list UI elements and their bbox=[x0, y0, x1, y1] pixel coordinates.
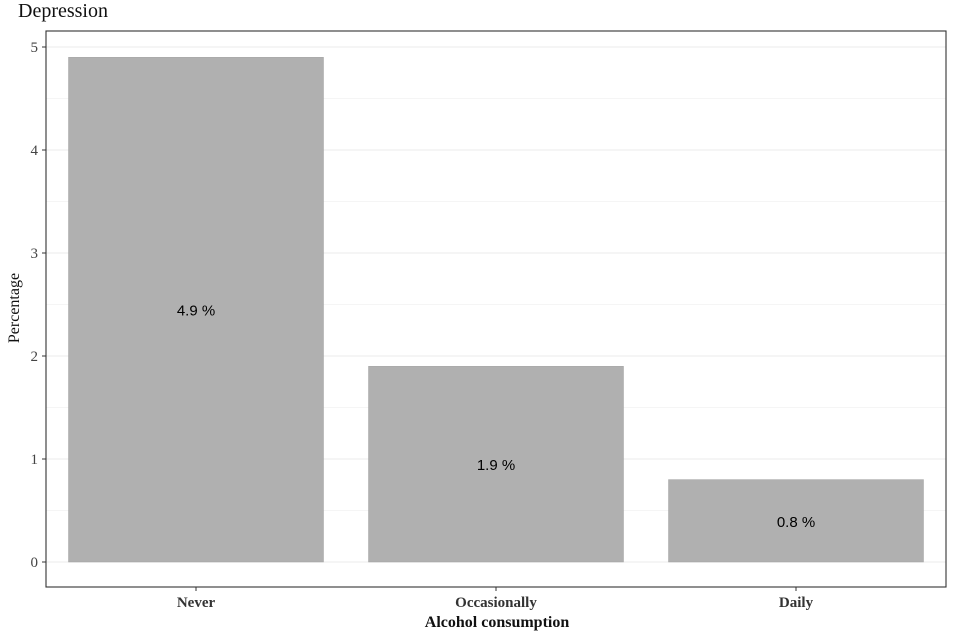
y-tick-label: 1 bbox=[31, 452, 39, 468]
y-tick-label: 2 bbox=[31, 349, 39, 365]
data-label: 1.9 % bbox=[477, 457, 515, 474]
x-tick-label: Never bbox=[177, 595, 216, 611]
x-tick-label: Daily bbox=[779, 595, 814, 611]
x-axis-label: Alcohol consumption bbox=[425, 614, 570, 631]
y-tick-label: 5 bbox=[31, 40, 39, 56]
x-tick-label: Occasionally bbox=[455, 595, 537, 611]
data-label: 4.9 % bbox=[177, 303, 215, 320]
chart-title: Depression bbox=[18, 0, 108, 22]
y-tick-label: 4 bbox=[31, 143, 39, 159]
bar-daily bbox=[668, 479, 924, 563]
y-tick-label: 0 bbox=[31, 555, 39, 571]
y-tick-label: 3 bbox=[31, 246, 39, 262]
data-labels: 4.9 % 1.9 % 0.8 % bbox=[177, 303, 815, 531]
y-axis-label: Percentage bbox=[6, 273, 23, 343]
bars bbox=[68, 57, 924, 563]
y-axis: 0 1 2 3 4 5 bbox=[31, 40, 46, 571]
bar-occasionally bbox=[368, 366, 624, 563]
data-label: 0.8 % bbox=[777, 514, 815, 531]
bar-never bbox=[68, 57, 324, 563]
x-axis: Never Occasionally Daily bbox=[177, 587, 814, 611]
